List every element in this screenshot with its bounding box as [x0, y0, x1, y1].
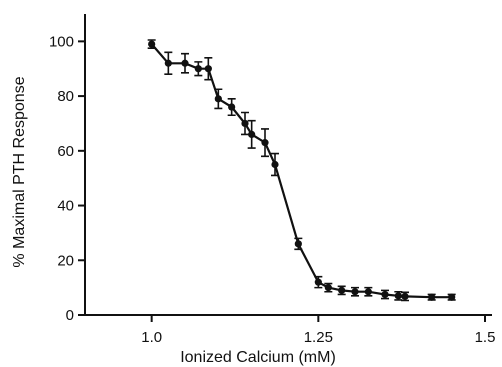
data-point — [241, 119, 249, 128]
data-point — [261, 139, 269, 147]
data-point — [338, 286, 346, 294]
data-point — [271, 160, 279, 169]
data-point — [381, 290, 389, 299]
data-point — [248, 130, 256, 138]
data-point — [364, 288, 372, 296]
data-point — [228, 103, 236, 111]
y-tick-label: 80 — [57, 88, 74, 105]
axes — [84, 14, 492, 316]
data-point — [448, 293, 456, 301]
y-tick-label: 60 — [57, 143, 74, 160]
x-tick-label: 1.25 — [304, 329, 333, 346]
data-point — [351, 288, 359, 296]
series-layer — [147, 39, 456, 302]
x-tick-label: 1.5 — [475, 329, 496, 346]
series-line — [150, 43, 452, 299]
data-point — [314, 278, 322, 286]
data-point — [294, 240, 302, 248]
y-tick-label: 20 — [57, 252, 74, 269]
y-tick-label: 100 — [49, 33, 74, 50]
data-point — [181, 59, 189, 67]
x-tick-label: 1.0 — [141, 329, 162, 346]
data-point — [204, 65, 212, 73]
data-point — [164, 59, 172, 67]
y-tick-label: 0 — [66, 307, 74, 324]
data-point — [148, 40, 156, 48]
data-point — [394, 292, 402, 300]
data-point — [428, 293, 436, 301]
data-point — [194, 65, 202, 73]
data-point — [324, 284, 332, 292]
data-point — [401, 292, 409, 300]
data-point — [214, 95, 222, 103]
y-ticks: 0 20 40 60 80 100 — [49, 33, 85, 324]
x-ticks: 1.0 1.25 1.5 — [141, 315, 495, 346]
y-tick-label: 40 — [57, 198, 74, 215]
x-axis-title: Ionized Calcium (mM) — [180, 349, 336, 366]
y-axis-title: % Maximal PTH Response — [11, 76, 28, 267]
